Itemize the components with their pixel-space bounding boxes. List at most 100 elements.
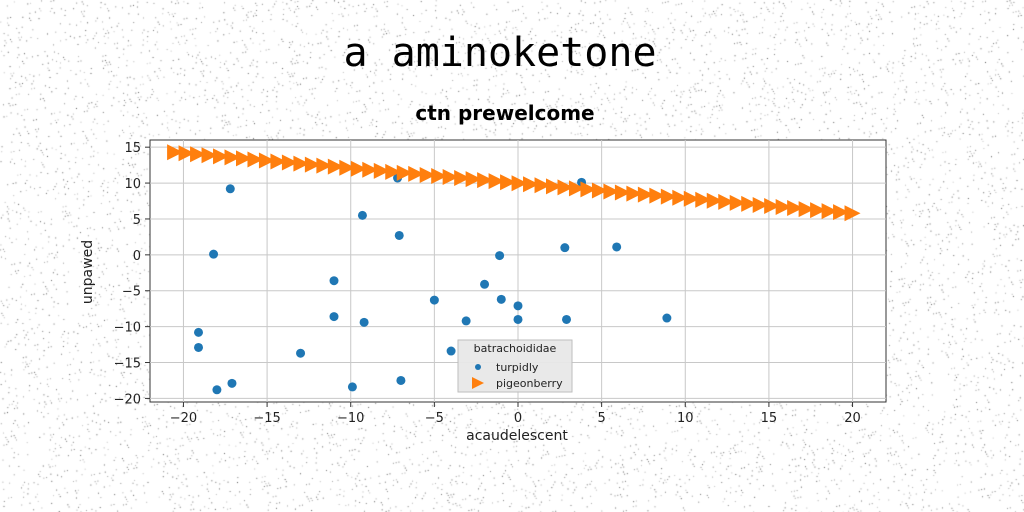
axis-ticks: −20 −15 −10 −5 0 5 10 15 20 −20 −15 −10 −5 0 5 10 15 — [114, 141, 861, 426]
scatter-point-turpidly — [495, 251, 505, 261]
chart-title: ctn prewelcome — [415, 101, 594, 125]
scatter-point-pigeonberry — [304, 156, 321, 173]
scatter-point-pigeonberry — [614, 184, 631, 201]
scatter-point-turpidly — [612, 242, 622, 252]
scatter-point-pigeonberry — [235, 150, 252, 167]
scatter-point-turpidly — [513, 314, 523, 324]
scatter-point-pigeonberry — [396, 164, 413, 181]
scatter-point-turpidly — [396, 375, 406, 385]
scatter-point-turpidly — [359, 317, 369, 327]
x-tick-label: 15 — [761, 411, 778, 426]
x-tick-label: −10 — [337, 411, 364, 426]
scatter-point-pigeonberry — [408, 165, 425, 182]
y-tick-label: −20 — [114, 392, 141, 407]
scatter-point-pigeonberry — [362, 161, 379, 178]
legend-marker-pigeonberry — [472, 377, 484, 389]
scatter-point-pigeonberry — [775, 199, 792, 216]
scatter-point-pigeonberry — [258, 152, 275, 169]
scatter-point-turpidly — [357, 210, 367, 220]
scatter-point-turpidly — [560, 243, 570, 253]
scatter-point-pigeonberry — [465, 171, 482, 188]
scatter-point-pigeonberry — [580, 181, 597, 198]
scatter-point-turpidly — [480, 279, 490, 289]
scatter-point-pigeonberry — [488, 173, 505, 190]
scatter-point-pigeonberry — [603, 183, 620, 200]
x-tick-label: 20 — [844, 411, 861, 426]
scatter-point-turpidly — [446, 346, 456, 356]
scatter-point-pigeonberry — [787, 200, 804, 217]
scatter-point-pigeonberry — [500, 174, 517, 191]
scatter-point-pigeonberry — [178, 145, 195, 162]
scatter-point-pigeonberry — [385, 163, 402, 180]
scatter-point-pigeonberry — [350, 160, 367, 177]
x-tick-label: −5 — [425, 411, 444, 426]
scatter-point-pigeonberry — [546, 178, 563, 195]
scatter-point-turpidly — [496, 294, 506, 304]
y-tick-label: −10 — [114, 321, 141, 336]
scatter-point-turpidly — [347, 382, 357, 392]
scatter-point-pigeonberry — [327, 158, 344, 175]
scatter-point-pigeonberry — [729, 194, 746, 211]
scatter-point-pigeonberry — [247, 151, 264, 168]
scatter-point-pigeonberry — [718, 193, 735, 210]
scatter-point-pigeonberry — [752, 196, 769, 213]
y-tick-label: 15 — [124, 141, 141, 156]
scatter-point-turpidly — [209, 249, 219, 259]
scatter-point-pigeonberry — [523, 176, 540, 193]
scatter-point-turpidly — [329, 276, 339, 286]
scatter-point-turpidly — [194, 327, 204, 337]
grid-lines — [150, 140, 886, 402]
scatter-point-pigeonberry — [270, 153, 287, 170]
scatter-point-pigeonberry — [683, 190, 700, 207]
scatter-point-pigeonberry — [224, 149, 241, 166]
data-marks — [167, 144, 861, 395]
x-tick-label: −15 — [253, 411, 280, 426]
x-tick-label: −20 — [170, 411, 197, 426]
scatter-point-turpidly — [394, 230, 404, 240]
y-axis-label: unpawed — [80, 240, 96, 304]
scatter-point-pigeonberry — [568, 180, 585, 197]
scatter-point-pigeonberry — [798, 201, 815, 218]
scatter-point-pigeonberry — [281, 154, 298, 171]
scatter-point-pigeonberry — [167, 144, 184, 161]
scatter-point-pigeonberry — [706, 192, 723, 209]
x-axis-label: acaudelescent — [466, 428, 568, 444]
scatter-point-pigeonberry — [511, 175, 528, 192]
legend-marker-turpidly — [475, 364, 481, 370]
scatter-point-pigeonberry — [660, 188, 677, 205]
scatter-point-turpidly — [194, 342, 204, 352]
scatter-point-turpidly — [212, 385, 222, 395]
scatter-point-pigeonberry — [316, 157, 333, 174]
legend: batrachoididae turpidly pigeonberry — [457, 339, 573, 393]
scatter-point-pigeonberry — [672, 189, 689, 206]
scatter-point-pigeonberry — [810, 202, 827, 219]
scatter-point-turpidly — [227, 378, 237, 388]
scatter-point-pigeonberry — [626, 185, 643, 202]
y-tick-label: −15 — [114, 357, 141, 372]
scatter-point-turpidly — [429, 295, 439, 305]
scatter-point-pigeonberry — [534, 177, 551, 194]
scatter-point-pigeonberry — [454, 170, 471, 187]
scatter-point-pigeonberry — [833, 204, 850, 221]
scatter-point-turpidly — [225, 184, 235, 194]
scatter-point-turpidly — [329, 312, 339, 322]
scatter-point-pigeonberry — [649, 187, 666, 204]
scatter-point-pigeonberry — [764, 197, 781, 214]
scatter-point-pigeonberry — [821, 203, 838, 220]
scatter-point-pigeonberry — [741, 195, 758, 212]
legend-title: batrachoididae — [474, 342, 557, 355]
scatter-point-pigeonberry — [637, 186, 654, 203]
scatter-point-turpidly — [513, 301, 523, 311]
x-tick-label: 5 — [597, 411, 605, 426]
scatter-point-pigeonberry — [477, 172, 494, 189]
scatter-point-pigeonberry — [844, 205, 861, 222]
legend-label-pigeonberry: pigeonberry — [496, 377, 563, 390]
scatter-point-pigeonberry — [201, 147, 218, 164]
y-tick-label: 0 — [133, 249, 141, 264]
scatter-point-pigeonberry — [419, 166, 436, 183]
legend-label-turpidly: turpidly — [496, 361, 539, 374]
figure-suptitle: a aminoketone — [343, 30, 657, 76]
x-tick-label: 10 — [677, 411, 694, 426]
scatter-point-pigeonberry — [373, 162, 390, 179]
